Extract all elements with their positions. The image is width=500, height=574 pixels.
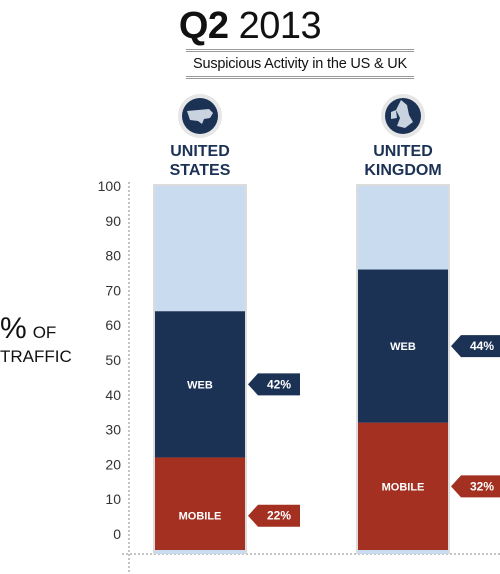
y-tick-label: 20 — [105, 456, 121, 472]
bar-segment-mobile — [358, 422, 448, 550]
ireland-map-shape — [391, 110, 397, 119]
value-callout — [248, 373, 300, 396]
value-callout — [451, 335, 500, 358]
bar-segment-web — [358, 269, 448, 423]
value-label: 32% — [470, 479, 494, 493]
y-tick-label: 10 — [105, 491, 121, 507]
segment-label: MOBILE — [179, 511, 222, 523]
us-map-shape — [187, 109, 213, 124]
uk-map-shape — [396, 100, 413, 128]
value-label: 22% — [267, 509, 291, 523]
segment-label: WEB — [187, 379, 213, 391]
segment-label: MOBILE — [382, 481, 425, 493]
title-year: 2013 — [238, 5, 322, 47]
value-label: 42% — [267, 377, 291, 391]
chart-title: Q2 2013 — [0, 4, 500, 48]
category-label-line2: STATES — [170, 162, 231, 179]
y-tick-label: 50 — [105, 352, 121, 368]
y-tick-label: 80 — [105, 248, 121, 264]
y-tick-label: 0 — [113, 526, 121, 542]
value-callout — [248, 504, 300, 527]
category-label-line2: KINGDOM — [364, 162, 441, 179]
y-tick-label: 30 — [105, 422, 121, 438]
value-label: 44% — [470, 339, 494, 353]
y-tick-label: 60 — [105, 317, 121, 333]
segment-label: WEB — [390, 341, 416, 353]
category-label-line1: UNITED — [170, 143, 230, 160]
bar-segment-web — [155, 311, 245, 458]
subtitle-rule — [186, 49, 414, 79]
y-axis-title: % OF — [0, 312, 56, 345]
y-axis-title-line2: TRAFFIC — [0, 347, 72, 366]
value-callout — [451, 475, 500, 498]
y-tick-label: 70 — [105, 282, 121, 298]
chart-subtitle: Suspicious Activity in the US & UK — [192, 56, 407, 72]
y-tick-label: 90 — [105, 213, 121, 229]
y-tick-label: 40 — [105, 387, 121, 403]
bar-segment-mobile — [155, 457, 245, 550]
title-quarter: Q2 — [178, 5, 229, 47]
category-label-line1: UNITED — [373, 143, 433, 160]
y-tick-label: 100 — [98, 178, 122, 194]
